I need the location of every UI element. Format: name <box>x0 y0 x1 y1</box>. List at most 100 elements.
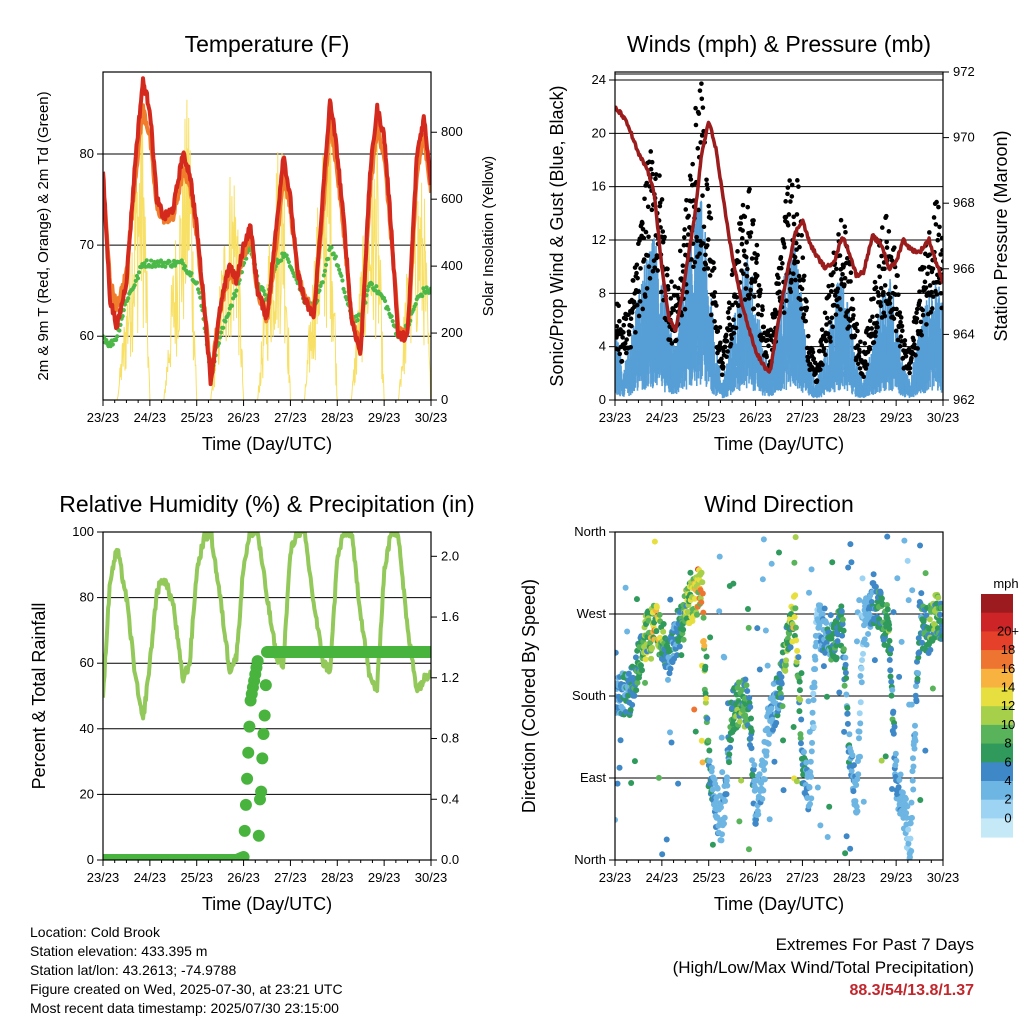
wind-gust-point <box>761 324 767 330</box>
dewpoint-point <box>322 268 328 273</box>
wind-gust-point <box>940 248 943 253</box>
wind-gust-point <box>638 266 643 271</box>
wind-direction-point <box>659 851 666 858</box>
wind-gust-point <box>648 149 654 154</box>
wind-direction-point <box>782 662 789 669</box>
station-latlon: Station lat/lon: 43.2613; -74.9788 <box>30 962 237 978</box>
wind-direction-point <box>760 787 767 794</box>
wind-direction-point <box>714 785 721 792</box>
wind-direction-point <box>887 667 894 674</box>
wind-direction-point <box>792 534 799 541</box>
wind-direction-point <box>842 850 849 857</box>
wind-direction-point <box>795 654 802 661</box>
wind-direction-point <box>615 649 619 656</box>
wind-direction-point <box>822 649 829 656</box>
wind-gust-point <box>694 234 699 240</box>
wind-gust-point <box>682 306 688 312</box>
wind-direction-point <box>806 784 813 791</box>
wind-direction-point <box>842 669 849 676</box>
wind-direction-point <box>615 816 618 823</box>
wind-gust-point <box>857 349 862 355</box>
wind-gust-point <box>714 303 719 308</box>
wind-gust-point <box>737 313 743 319</box>
wind-direction-point <box>844 720 851 727</box>
wind-gust-point <box>730 302 735 308</box>
wind-direction-point <box>871 657 878 664</box>
wind-gust-point <box>780 261 785 266</box>
temperature-ytick-right-label: 400 <box>441 258 463 273</box>
wind-direction-point <box>898 638 905 645</box>
wind-gust-point <box>936 204 941 210</box>
wind-direction-point <box>771 758 778 765</box>
wind-gust-point <box>671 293 677 298</box>
wind-direction-point <box>631 758 638 765</box>
wind-direction-point <box>823 693 830 700</box>
direction-xtick-label: 26/23 <box>739 870 772 885</box>
wind-gust-point <box>746 296 752 301</box>
wind-direction-point <box>858 679 865 686</box>
wind-direction-point <box>717 804 724 811</box>
wind-gust-point <box>765 337 770 343</box>
wind-gust-point <box>884 239 889 245</box>
wind-direction-point <box>870 571 877 578</box>
wind-direction-point <box>914 675 921 682</box>
wind-direction-point <box>889 686 896 693</box>
winds-ytick-label: 8 <box>599 285 606 300</box>
wind-gust-point <box>702 266 707 272</box>
wind-direction-point <box>918 590 925 597</box>
legend-label: 14 <box>1001 680 1015 695</box>
wind-gust-point <box>700 105 706 110</box>
wind-gust-point <box>721 348 726 354</box>
wind-gust-point <box>935 237 941 243</box>
dewpoint-point <box>374 284 379 289</box>
dewpoint-point <box>369 281 375 287</box>
wind-direction-point <box>787 644 794 651</box>
wind-gust-point <box>626 312 631 318</box>
temperature-ylabel: 2m & 9m T (Red, Orange) & 2m Td (Green) <box>35 91 52 380</box>
wind-direction-point <box>739 686 746 693</box>
wind-gust-point <box>620 335 625 340</box>
wind-direction-point <box>631 692 638 699</box>
humidity-frame <box>102 531 432 861</box>
humidity-ytick-label: 40 <box>80 721 94 736</box>
wind-gust-point <box>811 356 817 361</box>
wind-direction-point <box>833 654 840 661</box>
wind-direction-point <box>850 762 857 769</box>
wind-gust-point <box>671 307 677 313</box>
winds-plot-area <box>615 81 943 399</box>
wind-direction-point <box>897 771 904 778</box>
winds-title: Winds (mph) & Pressure (mb) <box>627 31 931 57</box>
wind-direction-point <box>782 667 789 674</box>
dewpoint-point <box>132 283 137 288</box>
temperature-ytick-right-label: 200 <box>441 325 463 340</box>
dewpoint-point <box>389 314 394 319</box>
wind-gust-point <box>897 343 903 349</box>
wind-direction-point <box>909 768 916 775</box>
humidity-xtick-label: 28/23 <box>321 870 354 885</box>
legend-swatch <box>981 612 1013 632</box>
wind-gust-point <box>616 303 621 308</box>
wind-gust-point <box>782 244 787 250</box>
wind-gust-point <box>936 232 942 238</box>
wind-direction-point <box>891 723 898 730</box>
winds-xtick-label: 24/23 <box>646 410 679 425</box>
wind-gust-point <box>703 252 708 258</box>
wind-direction-point <box>706 757 713 764</box>
wind-gust-point <box>621 330 626 335</box>
wind-direction-point <box>913 683 920 690</box>
wind-gust-point <box>691 264 696 270</box>
wind-gust-point <box>845 308 851 314</box>
wind-gust-point <box>937 224 942 230</box>
wind-direction-point <box>724 774 731 781</box>
wind-direction-point <box>823 619 830 626</box>
wind-gust-point <box>930 266 936 272</box>
dewpoint-point <box>317 288 322 293</box>
dewpoint-point <box>217 335 223 340</box>
precipitation-point <box>257 727 270 740</box>
dewpoint-point <box>355 318 360 323</box>
wind-gust-point <box>899 323 905 329</box>
wind-gust-point <box>785 185 791 190</box>
wind-gust-point <box>724 354 729 360</box>
wind-direction-point <box>625 670 632 677</box>
wind-gust-point <box>921 265 927 270</box>
